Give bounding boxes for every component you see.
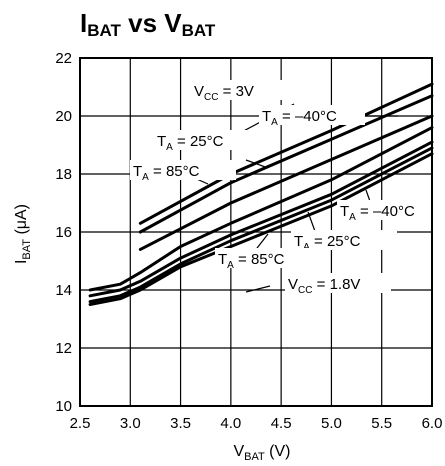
annotation-backdrop <box>259 105 365 125</box>
annotation-rest: = 3V <box>218 83 253 100</box>
annotation-label: TA = –40°C <box>340 203 415 223</box>
annotation-main: T <box>133 163 142 180</box>
title-sub1: BAT <box>87 21 121 40</box>
curves <box>88 82 434 306</box>
annotation-backdrop <box>337 200 443 220</box>
annotation-label: VCC = 3V <box>194 83 254 103</box>
x-axis-label-main: V <box>233 443 244 460</box>
annotation-label: TA = 25°C <box>294 233 361 253</box>
y-axis-label-unit: (μA) <box>13 204 30 239</box>
annotation-sub: A <box>166 142 173 153</box>
y-axis-label-main: I <box>13 260 30 264</box>
annotation-rest: = 85°C <box>149 163 200 180</box>
series-line-7 <box>88 152 434 306</box>
x-tick-label: 3.5 <box>170 415 191 432</box>
series-line-1 <box>138 82 434 225</box>
x-axis-label: VBAT (V) <box>233 443 290 463</box>
x-tick-label: 4.5 <box>271 415 292 432</box>
y-axis-label: IBAT (μA) <box>13 204 33 264</box>
title-sub2: BAT <box>182 21 216 40</box>
annotation-sub: A <box>227 260 234 271</box>
x-tick-label: 2.5 <box>70 415 91 432</box>
y-tick-label: 14 <box>55 282 72 299</box>
annotation-rest: = 25°C <box>310 233 361 250</box>
x-tick-label: 3.0 <box>120 415 141 432</box>
annotation-sub: A <box>142 172 149 183</box>
annotation-backdrop <box>285 273 391 293</box>
x-tick-label: 5.5 <box>371 415 392 432</box>
y-tick-label: 18 <box>55 166 72 183</box>
x-axis-label-unit: (V) <box>265 443 291 460</box>
annotation-backdrop <box>154 130 260 150</box>
annotation-backdrop <box>191 80 297 100</box>
x-axis-label-sub: BAT <box>244 451 265 463</box>
annotation-backdrop <box>215 248 321 268</box>
annotation-leader <box>245 285 271 293</box>
plot-frame <box>79 57 433 407</box>
annotation-leader <box>245 159 269 169</box>
tick-labels: 2.5 3.0 3.5 4.0 4.5 5.0 5.5 6.0 10 12 14 16 18 20 22 <box>55 50 442 432</box>
annotation-backdrop <box>130 160 236 180</box>
annotation-backdrop <box>291 230 397 250</box>
annotation-label: VCC = 1.8V <box>288 276 360 296</box>
x-tick-label: 4.0 <box>220 415 241 432</box>
series-line-3 <box>138 114 434 251</box>
annotation-label: TA = 25°C <box>157 133 224 153</box>
y-tick-label: 16 <box>55 224 72 241</box>
y-tick-label: 10 <box>55 398 72 415</box>
series-line-6 <box>88 146 434 304</box>
y-tick-label: 20 <box>55 108 72 125</box>
title-main: I <box>80 8 87 38</box>
annotation-label: TA = –40°C <box>262 108 337 128</box>
annotation-sub: A <box>303 242 310 253</box>
title-mid: vs V <box>121 8 182 38</box>
x-tick-label: 5.0 <box>321 415 342 432</box>
annotation-main: T <box>218 251 227 268</box>
annotation-label: TA = 85°C <box>218 251 285 271</box>
annotation-sub: CC <box>204 92 218 103</box>
series-line-2 <box>138 94 434 234</box>
annotation-sub: A <box>271 117 278 128</box>
annotation-rest: = –40°C <box>356 203 415 220</box>
annotation-main: V <box>288 276 298 293</box>
y-axis-label-sub: BAT <box>21 239 33 260</box>
annotation-main: T <box>294 233 303 250</box>
annotation-sub: A <box>349 212 356 223</box>
annotation-rest: = 85°C <box>234 251 285 268</box>
series-line-5 <box>88 140 434 298</box>
annotation-main: V <box>194 83 204 100</box>
y-tick-label: 12 <box>55 340 72 357</box>
annotation-main: T <box>340 203 349 220</box>
annotation-rest: = 1.8V <box>312 276 360 293</box>
annotation-label: TA = 85°C <box>133 163 200 183</box>
annotation-rest: = 25°C <box>173 133 224 150</box>
chart-title: IBAT vs VBAT <box>80 8 216 40</box>
series-line-4 <box>88 126 434 292</box>
annotation-rest: = –40°C <box>278 108 337 125</box>
annotation-main: T <box>262 108 271 125</box>
x-tick-label: 6.0 <box>422 415 443 432</box>
y-tick-label: 22 <box>55 50 72 67</box>
annotation-main: T <box>157 133 166 150</box>
annotation-sub: CC <box>298 285 312 296</box>
